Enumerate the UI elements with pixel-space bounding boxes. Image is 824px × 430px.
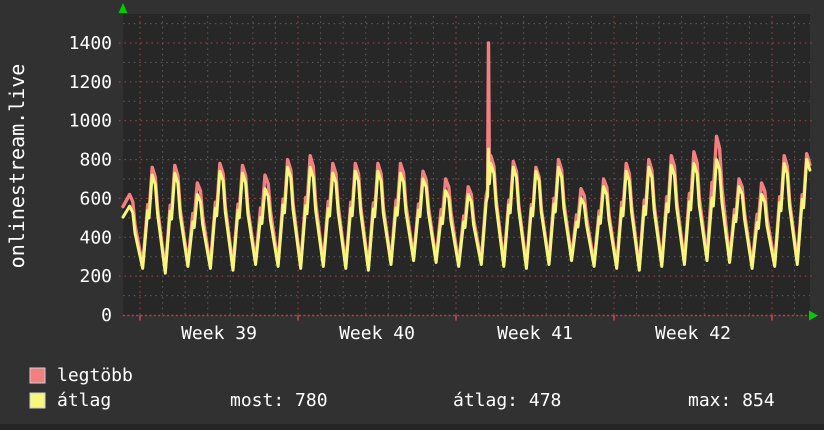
bottom-strip	[0, 424, 824, 430]
x-axis-week-label: Week 39	[181, 323, 257, 344]
legend-swatch-atlag	[29, 392, 46, 409]
legend: legtöbb átlag most: 780 átlag: 478 max: …	[29, 365, 775, 411]
y-axis-tick-label: 0	[101, 305, 112, 326]
series-line-atlag	[121, 147, 812, 275]
grid-layer	[119, 16, 814, 315]
stat-max: max: 854	[688, 390, 775, 411]
x-axis	[123, 314, 810, 321]
stat-most: most: 780	[230, 390, 328, 411]
legend-label-legtobb: legtöbb	[57, 365, 133, 386]
legend-swatch-legtobb	[29, 367, 46, 384]
x-axis-labels: Week 39 Week 40 Week 41 Week 42	[181, 323, 731, 344]
x-axis-arrow-icon	[809, 310, 818, 321]
series-layer	[121, 41, 812, 275]
vertical-axis-title: onlinestream.live	[5, 64, 29, 269]
x-axis-week-label: Week 41	[497, 323, 573, 344]
y-axis-tick-label: 1200	[69, 72, 112, 93]
y-axis-tick-label: 200	[79, 266, 112, 287]
y-axis-tick-label: 400	[79, 227, 112, 248]
plot-area	[123, 14, 810, 315]
x-axis-week-label: Week 42	[655, 323, 731, 344]
x-axis-week-label: Week 40	[339, 323, 415, 344]
y-axis-labels: 0 200 400 600 800 1000 1200 1400	[69, 33, 112, 326]
y-axis-arrow-icon	[118, 3, 128, 13]
stat-atlag: átlag: 478	[453, 390, 561, 411]
y-axis-tick-label: 800	[79, 150, 112, 171]
legend-label-atlag: átlag	[57, 390, 111, 411]
y-axis-tick-label: 1400	[69, 33, 112, 54]
y-axis-tick-label: 600	[79, 188, 112, 209]
y-axis-tick-label: 1000	[69, 111, 112, 132]
